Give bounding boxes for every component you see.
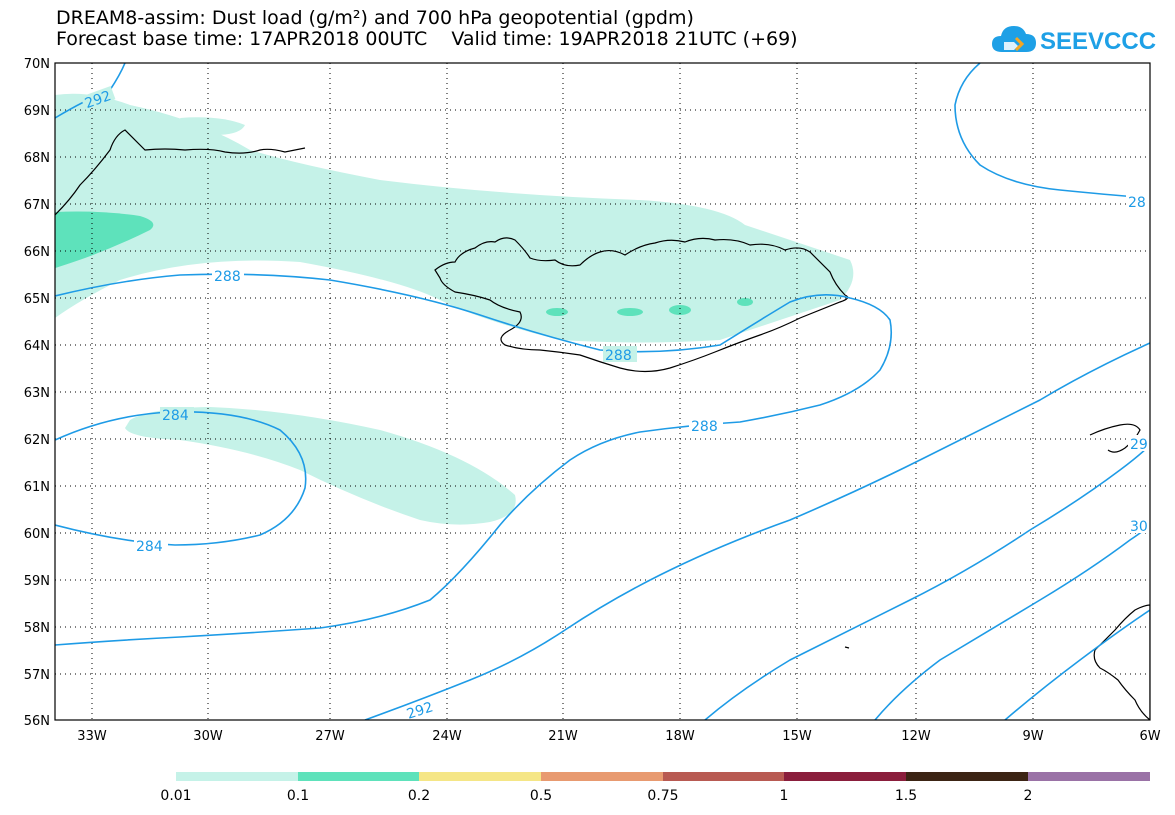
- lat-label: 64N: [24, 339, 50, 354]
- title-line-1: DREAM8-assim: Dust load (g/m²) and 700 h…: [56, 7, 694, 29]
- contour-label-292-s: 292: [405, 699, 435, 722]
- geopotential-contours: [55, 63, 1150, 720]
- colorbar-label: 0.75: [647, 788, 678, 804]
- colorbar-label: 0.2: [408, 788, 430, 804]
- contour-label-288-b: 288: [605, 348, 632, 364]
- coastline-iceland: [434, 237, 849, 373]
- contour-300: [874, 524, 1150, 720]
- contour-288-north: [55, 273, 893, 646]
- colorbar-segment: [1028, 772, 1150, 781]
- contour-label-29-e: 29: [1130, 437, 1148, 453]
- logo-text: SEEVCCC: [1040, 28, 1156, 55]
- coastline: [55, 129, 1150, 720]
- colorbar-label: 1.5: [895, 788, 917, 804]
- lon-label: 21W: [548, 729, 578, 744]
- lat-label: 56N: [24, 714, 50, 729]
- lon-label: 24W: [432, 729, 462, 744]
- lat-label: 69N: [24, 104, 50, 119]
- colorbar-segment: [663, 772, 784, 781]
- colorbar-segment: [541, 772, 663, 781]
- lat-label: 62N: [24, 433, 50, 448]
- lat-label: 66N: [24, 245, 50, 260]
- lon-label: 27W: [315, 729, 345, 744]
- colorbar-segment: [906, 772, 1028, 781]
- title-line-2: Forecast base time: 17APR2018 00UTC Vali…: [56, 28, 798, 50]
- lon-label: 18W: [665, 729, 695, 744]
- lat-label: 65N: [24, 292, 50, 307]
- lat-label: 63N: [24, 386, 50, 401]
- lat-label: 60N: [24, 527, 50, 542]
- colorbar-label: 0.5: [530, 788, 552, 804]
- lon-label: 15W: [782, 729, 812, 744]
- lat-label: 59N: [24, 574, 50, 589]
- lon-label: 9W: [1022, 729, 1043, 744]
- colorbar-label: 2: [1024, 788, 1033, 804]
- coastline-faroe: [1089, 423, 1141, 453]
- colorbar-label: 0.01: [160, 788, 191, 804]
- lat-label: 58N: [24, 621, 50, 636]
- plot-frame: [54, 62, 1151, 721]
- coastline-greenland: [55, 129, 306, 216]
- contour-304: [1004, 609, 1150, 720]
- colorbar-label: 1: [780, 788, 789, 804]
- contour-296: [704, 444, 1150, 720]
- colorbar-label: 0.1: [287, 788, 309, 804]
- dust-area-light: [55, 93, 854, 525]
- lon-label: 12W: [901, 729, 931, 744]
- colorbar-segment: [298, 772, 419, 781]
- coastline-scotland: [1093, 604, 1150, 720]
- contour-label-288-a: 288: [214, 269, 241, 285]
- seevccc-logo: SEEVCCC: [992, 26, 1156, 55]
- colorbar-segment: [784, 772, 906, 781]
- colorbar-segment: [419, 772, 541, 781]
- cloud-icon: [992, 26, 1036, 52]
- lon-label: 30W: [193, 729, 223, 744]
- lat-label: 68N: [24, 151, 50, 166]
- contour-label-30-e: 30: [1130, 519, 1148, 535]
- contour-28-ne: [954, 63, 1150, 199]
- lat-label: 67N: [24, 198, 50, 213]
- contour-label-28-ne: 28: [1128, 195, 1146, 211]
- lat-label: 57N: [24, 668, 50, 683]
- contour-labels: 292 288 288 288 284 284 292 28 29 30: [80, 85, 1150, 722]
- latitude-labels: 70N 69N 68N 67N 66N 65N 64N 63N 62N 61N …: [24, 57, 50, 729]
- lat-label: 70N: [24, 57, 50, 72]
- lon-label: 33W: [77, 729, 107, 744]
- contour-label-284-a: 284: [162, 408, 189, 424]
- contour-292-south: [364, 342, 1150, 720]
- contour-label-284-b: 284: [136, 539, 163, 555]
- colorbar: 0.01 0.1 0.2 0.5 0.75 1 1.5 2: [160, 772, 1150, 804]
- lon-label: 6W: [1139, 729, 1160, 744]
- longitude-labels: 33W 30W 27W 24W 21W 18W 15W 12W 9W 6W: [77, 729, 1160, 744]
- dust-area-medium: [55, 211, 753, 316]
- lat-label: 61N: [24, 480, 50, 495]
- colorbar-segment: [176, 772, 298, 781]
- contour-label-288-c: 288: [691, 419, 718, 435]
